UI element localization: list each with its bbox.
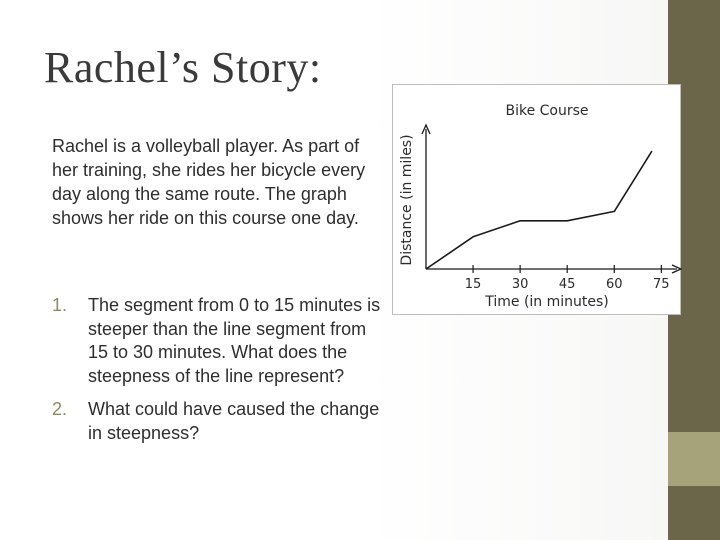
question-item: 2. What could have caused the change in … bbox=[52, 398, 388, 445]
distance-series-line bbox=[425, 150, 653, 270]
slide-title: Rachel’s Story: bbox=[44, 43, 322, 92]
question-list: 1. The segment from 0 to 15 minutes is s… bbox=[52, 294, 388, 455]
x-axis-arrow-icon bbox=[671, 264, 682, 274]
story-intro: Rachel is a volleyball player. As part o… bbox=[52, 136, 366, 228]
x-tick-label: 60 bbox=[606, 277, 623, 292]
x-tick-label: 15 bbox=[465, 277, 482, 292]
question-item: 1. The segment from 0 to 15 minutes is s… bbox=[52, 294, 388, 388]
question-text: The segment from 0 to 15 minutes is stee… bbox=[88, 295, 381, 386]
x-axis-label: Time (in minutes) bbox=[484, 294, 609, 310]
x-tick-label: 45 bbox=[559, 277, 576, 292]
decorative-sidebar bbox=[668, 0, 720, 540]
chart-canvas: Bike Course Distance (in miles) 15 30 45 60… bbox=[399, 103, 682, 310]
question-number: 1. bbox=[52, 295, 68, 315]
question-number: 2. bbox=[52, 399, 68, 419]
y-axis-arrow-icon bbox=[421, 123, 431, 135]
sidebar-band-accent bbox=[668, 432, 720, 486]
x-axis-ticks: 15 30 45 60 75 bbox=[465, 265, 670, 292]
chart-title: Bike Course bbox=[505, 103, 588, 119]
question-text: What could have caused the change in ste… bbox=[88, 399, 380, 443]
x-tick-label: 30 bbox=[512, 277, 529, 292]
sidebar-band-bottom bbox=[668, 486, 720, 540]
x-tick-label: 75 bbox=[653, 277, 670, 292]
y-axis-label: Distance (in miles) bbox=[399, 134, 415, 265]
bike-course-chart: Bike Course Distance (in miles) 15 30 45 60… bbox=[392, 84, 682, 315]
